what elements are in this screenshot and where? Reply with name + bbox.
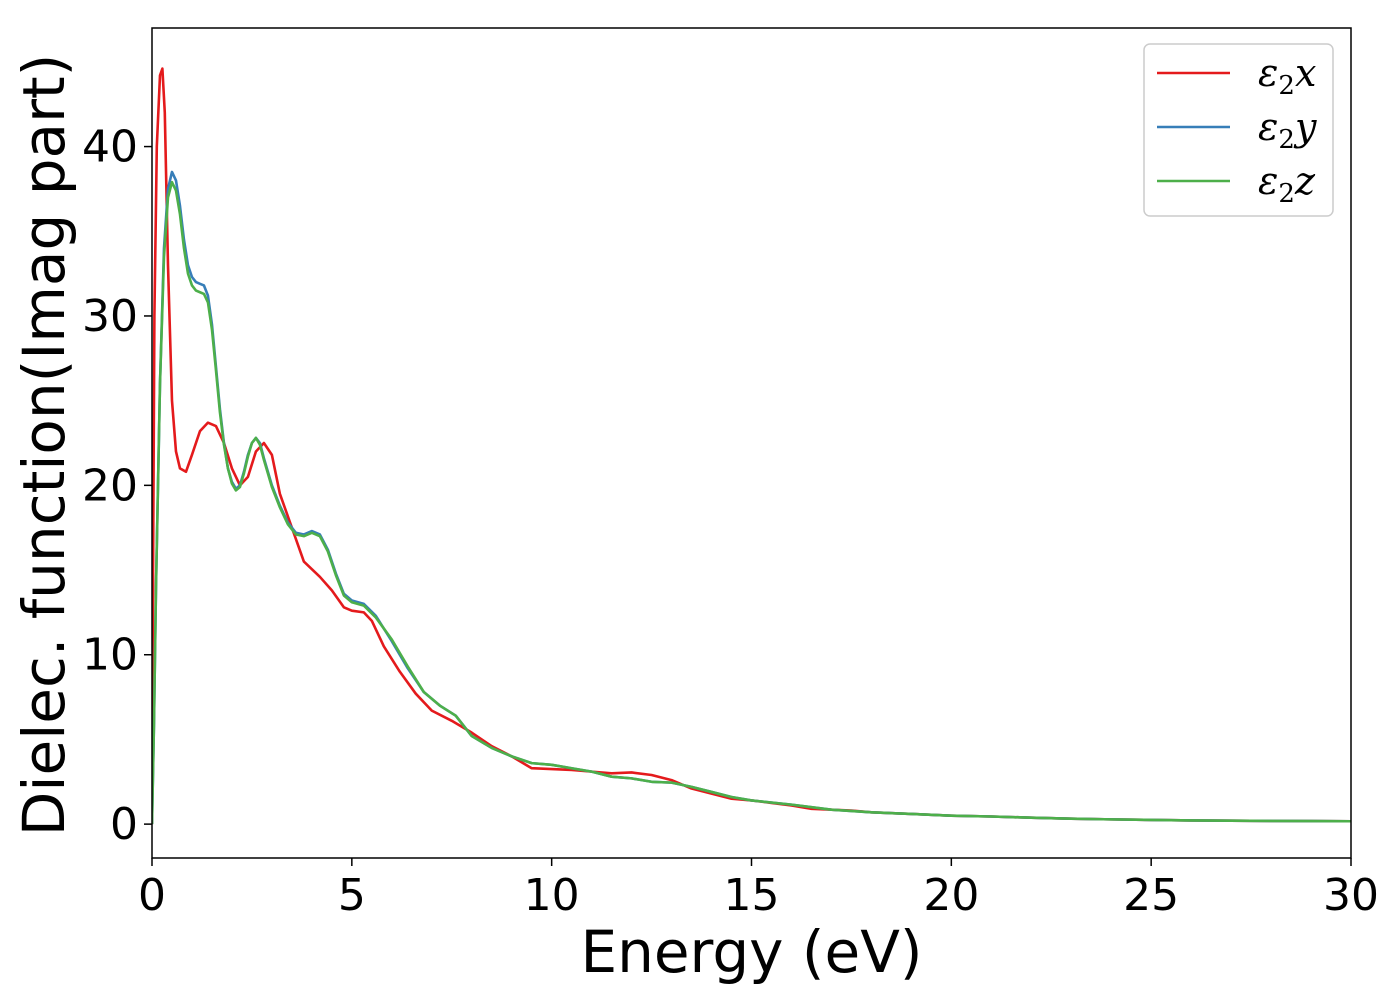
legend-label-z: ε2z xyxy=(1258,159,1316,209)
series-line-y xyxy=(152,170,1351,825)
series-line-z xyxy=(152,180,1351,825)
y-axis-ticks: 0 10 20 30 40 xyxy=(82,122,152,850)
x-tick-label: 20 xyxy=(923,870,979,921)
x-tick-label: 10 xyxy=(524,870,580,921)
y-tick-label: 0 xyxy=(110,799,138,850)
legend-box xyxy=(1143,43,1334,217)
x-tick-label: 25 xyxy=(1123,870,1179,921)
x-axis-title: Energy (eV) xyxy=(580,918,922,986)
x-tick-label: 30 xyxy=(1323,870,1379,921)
legend-label-x: ε2x xyxy=(1258,51,1316,101)
series-layer xyxy=(152,67,1351,825)
x-tick-label: 15 xyxy=(724,870,780,921)
y-axis-title: Dielec. function(Imag part) xyxy=(10,54,78,837)
y-tick-label: 40 xyxy=(82,122,138,173)
y-tick-label: 30 xyxy=(82,291,138,342)
y-tick-label: 10 xyxy=(82,630,138,681)
y-tick-label: 20 xyxy=(82,460,138,511)
x-axis-ticks: 0 5 10 15 20 25 30 xyxy=(138,858,1379,921)
x-tick-label: 0 xyxy=(138,870,166,921)
legend-label-y: ε2y xyxy=(1258,105,1317,155)
x-tick-label: 5 xyxy=(338,870,366,921)
